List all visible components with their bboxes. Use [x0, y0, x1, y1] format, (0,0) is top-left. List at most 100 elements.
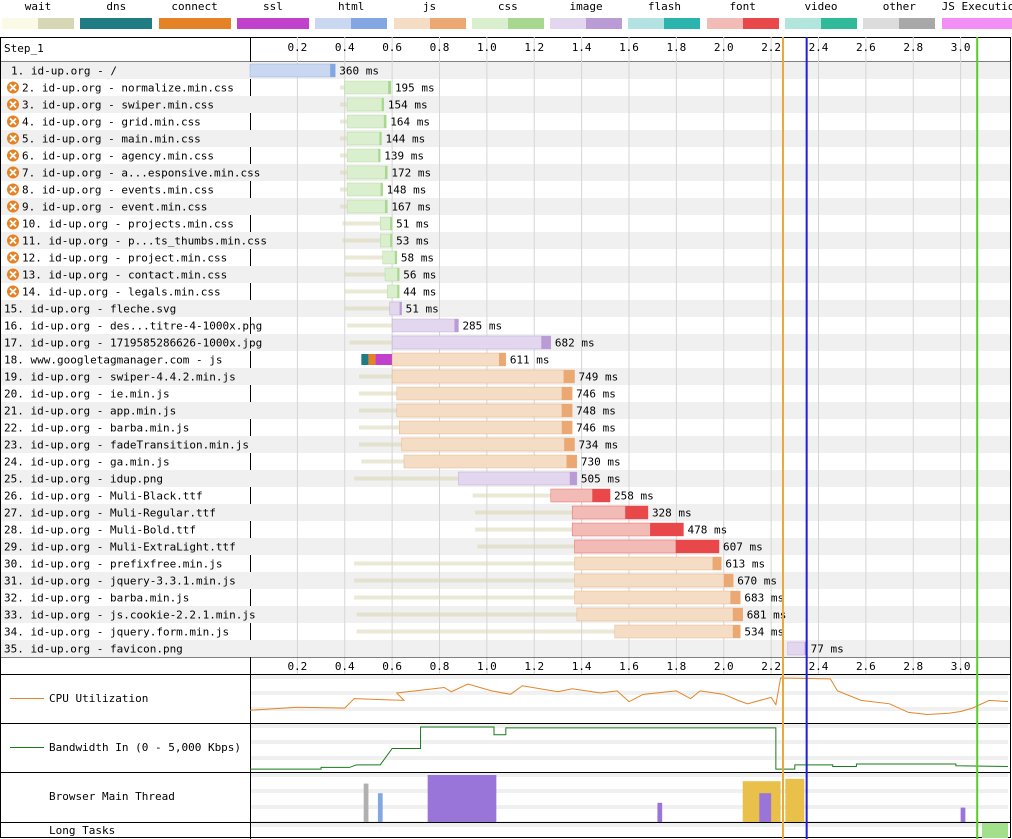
warning-cross [9, 236, 17, 245]
row-stripe [1, 300, 1010, 317]
tick-label: 2.6 [856, 660, 876, 673]
tick-label: 2.0 [714, 41, 734, 54]
request-label: 19. id-up.org - swiper-4.4.2.min.js [4, 371, 236, 384]
blocking-warning-icon [7, 149, 19, 162]
request-label: 20. id-up.org - ie.min.js [4, 388, 170, 401]
panel-stripe [251, 675, 1008, 679]
legend-label: wait [24, 0, 52, 13]
legend-item: css [471, 0, 544, 34]
request-label: 14. id-up.org - legals.min.css [22, 286, 221, 299]
blocking-warning-icon [7, 166, 19, 179]
request-duration: 77 ms [811, 643, 844, 656]
wait-segment [354, 578, 575, 583]
tick-label: 1.2 [524, 660, 544, 673]
request-bar [614, 624, 741, 639]
request-bar [382, 250, 398, 265]
tick-label: 0.6 [382, 41, 402, 54]
top-axis-ticks: 0.2 0.4 0.6 0.8 1.0 1.2 1.4 1.6 1.8 2.0 2.2 2.4 2.6 2… [287, 41, 970, 54]
wait-segment [340, 119, 348, 124]
request-label: 27. id-up.org - Muli-Regular.ttf [4, 507, 216, 520]
request-label: 13. id-up.org - contact.min.css [22, 269, 227, 282]
warning-cross [9, 219, 17, 228]
download-segment [378, 149, 381, 162]
row-stripe [1, 198, 1010, 215]
main-thread-activity [363, 783, 369, 822]
request-duration: 746 ms [576, 388, 616, 401]
request-duration: 172 ms [391, 167, 431, 180]
legend-swatch [315, 18, 388, 29]
legend-label: JS Execution [941, 0, 1012, 13]
request-bar [344, 80, 392, 95]
panel-stripe [251, 707, 1008, 711]
legend-swatch [941, 18, 1012, 29]
request-duration: 730 ms [581, 456, 621, 469]
wait-segment [358, 408, 397, 413]
download-segment [732, 608, 743, 621]
request-duration: 746 ms [576, 422, 616, 435]
request-label: 10. id-up.org - projects.min.css [22, 218, 234, 231]
request-label: 33. id-up.org - js.cookie-2.2.1.min.js [4, 609, 256, 622]
tick-label: 2.0 [714, 660, 734, 673]
download-segment [394, 251, 397, 264]
legend-label: dns [106, 0, 127, 13]
legend-label: css [497, 0, 518, 13]
request-duration: 607 ms [723, 541, 763, 554]
request-bar [576, 607, 743, 622]
request-duration: 53 ms [396, 235, 429, 248]
main-thread-activity [657, 802, 663, 822]
request-label: 16. id-up.org - des...titre-4-1000x.png [4, 320, 262, 333]
tick-label: 3.0 [951, 660, 971, 673]
request-bar [346, 148, 381, 163]
wait-segment [340, 187, 348, 192]
wait-segment [342, 238, 381, 243]
wait-segment [340, 153, 348, 158]
request-duration: 734 ms [579, 439, 619, 452]
wait-segment [477, 544, 575, 549]
download-segment [732, 625, 741, 638]
request-duration: 44 ms [403, 286, 436, 299]
request-label: 34. id-up.org - jquery.form.min.js [4, 626, 229, 639]
tick-label: 0.8 [430, 41, 450, 54]
tick-label: 2.6 [856, 41, 876, 54]
tick-label: 1.8 [666, 660, 686, 673]
request-label: 11. id-up.org - p...ts_thumbs.min.css [22, 235, 267, 248]
request-bar [391, 335, 552, 350]
ssl-segment [375, 354, 393, 365]
tick-label: 1.2 [524, 41, 544, 54]
tick-label: 0.2 [287, 41, 307, 54]
legend-label: html [337, 0, 365, 13]
legend-swatch [2, 18, 74, 29]
blocking-warning-icon [7, 268, 19, 281]
download-segment [563, 370, 575, 383]
legend-swatch [628, 18, 701, 29]
warning-cross [9, 253, 17, 262]
dns-segment [361, 354, 369, 365]
download-segment [384, 200, 388, 213]
request-duration: 328 ms [652, 507, 692, 520]
download-segment [712, 557, 722, 570]
connect-segment [368, 354, 376, 365]
main-thread-activity [377, 793, 383, 822]
blocking-warning-icon [7, 115, 19, 128]
warning-cross [9, 168, 17, 177]
panel-stripe [251, 789, 1008, 793]
download-segment [564, 438, 575, 451]
request-bar [391, 352, 507, 367]
tick-label: 1.0 [477, 41, 497, 54]
warning-cross [9, 117, 17, 126]
blocking-warning-icon [7, 217, 19, 230]
wait-segment [344, 289, 388, 294]
request-duration: 144 ms [385, 133, 425, 146]
tick-label: 2.2 [761, 660, 781, 673]
request-label: 26. id-up.org - Muli-Black.ttf [4, 490, 203, 503]
request-bar [574, 556, 722, 571]
request-bar [249, 63, 336, 78]
legend-label: js [422, 0, 437, 13]
panel-stripe [251, 805, 1008, 809]
milestone-lines [781, 37, 979, 839]
warning-cross [9, 100, 17, 109]
request-label: 17. id-up.org - 1719585286626-1000x.jpg [4, 337, 262, 350]
request-label: 29. id-up.org - Muli-ExtraLight.ttf [4, 541, 236, 554]
request-label: 25. id-up.org - idup.png [4, 473, 163, 486]
request-duration: 56 ms [403, 269, 436, 282]
